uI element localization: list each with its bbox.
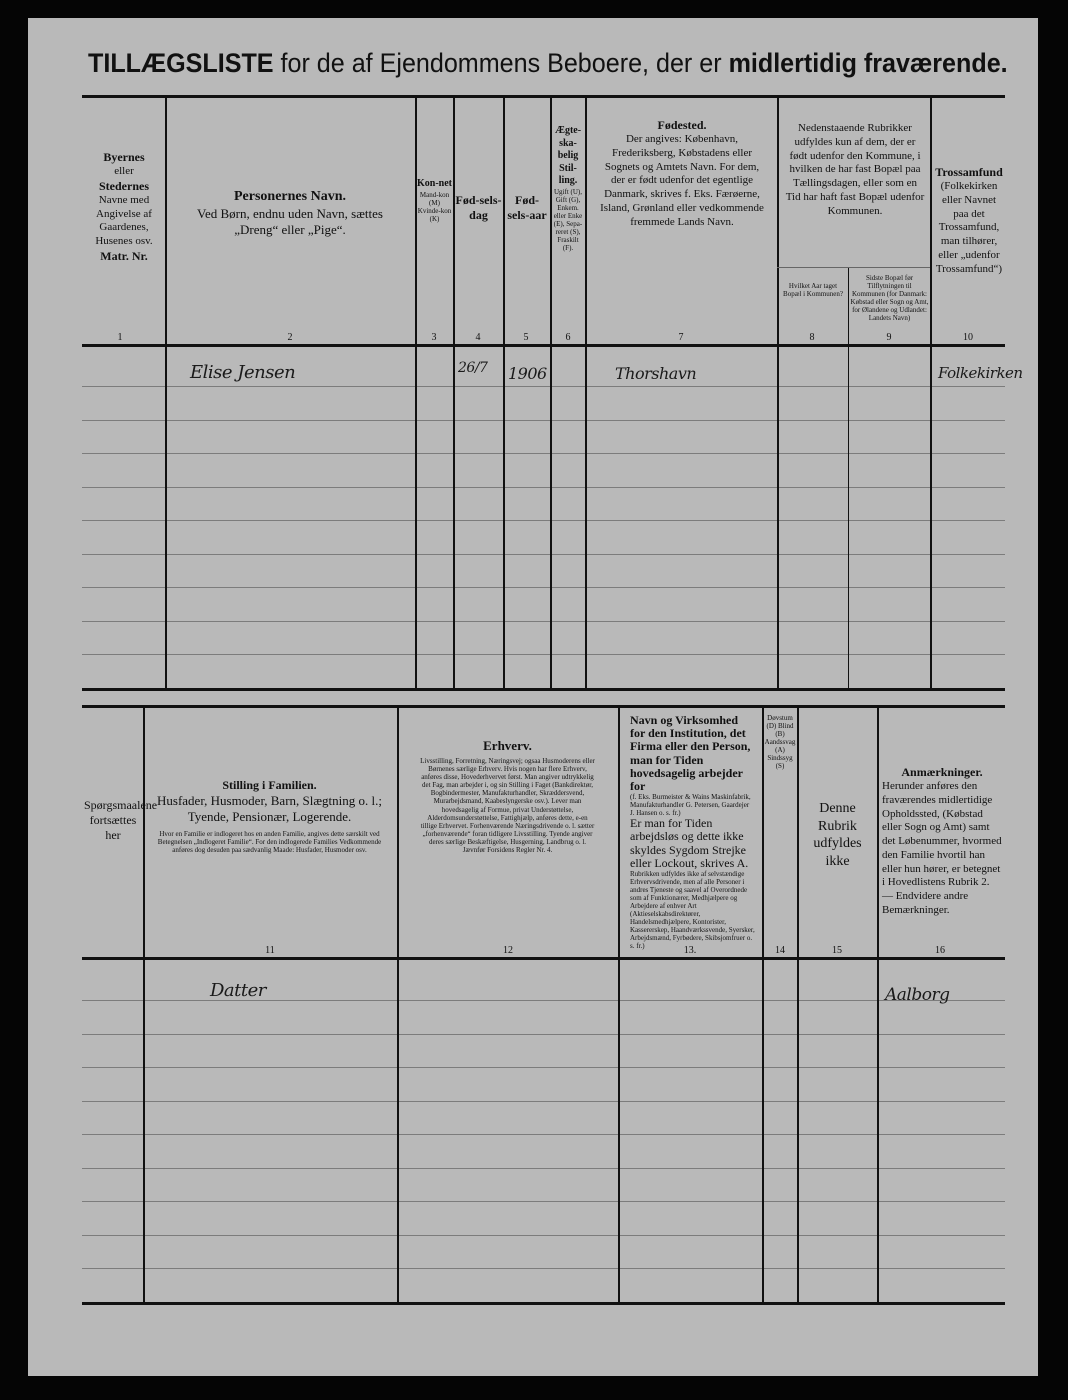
header-col-14: Døvstum (D) Blind (B) Aandssvag (A) Sind… <box>764 714 796 771</box>
column-number: 2 <box>287 332 293 343</box>
entry-remarks: Aalborg <box>885 985 950 1005</box>
entry-name: Elise Jensen <box>190 362 296 383</box>
ruled-line <box>82 1201 1005 1202</box>
column-divider <box>503 97 505 689</box>
upper-bottom-border <box>82 688 1005 691</box>
column-number: 8 <box>809 332 815 343</box>
column-number: 16 <box>935 945 945 956</box>
upper-top-border <box>82 95 1005 98</box>
column-number: 11 <box>265 945 275 956</box>
lower-bottom-border <box>82 1302 1005 1305</box>
ruled-line <box>82 1234 1005 1236</box>
column-divider <box>585 97 587 689</box>
column-number: 13. <box>683 945 697 956</box>
column-divider <box>550 97 552 689</box>
header-col-4: Fød-sels-dag <box>455 193 502 222</box>
column-number: 15 <box>832 945 842 956</box>
census-form-page <box>28 18 1038 1376</box>
header-col-8: Hvilket Aar taget Bopæl i Kommunen? <box>783 282 843 299</box>
header-col-15: Denne Rubrik udfyldes ikke <box>813 801 862 869</box>
ruled-line <box>82 620 1005 622</box>
column-divider <box>930 97 932 689</box>
column-number: 12 <box>503 945 513 956</box>
column-divider <box>618 707 620 1303</box>
ruled-line <box>82 453 1005 454</box>
header-col-10: Trossamfund (Folkekirken eller Navnet paa… <box>935 165 1003 275</box>
header-col-7: Fødested. Der angives: København, Frederi… <box>600 118 764 228</box>
column-divider <box>165 97 167 689</box>
column-divider <box>777 97 779 689</box>
header-col-12: Erhverv. Livsstilling, Forretning, Næring… <box>420 738 595 854</box>
subheader-divider <box>777 267 930 268</box>
ruled-line <box>82 654 1005 655</box>
entry-birth-year: 1906 <box>508 364 547 383</box>
column-divider <box>397 707 399 1303</box>
column-number: 3 <box>431 332 437 343</box>
column-divider <box>797 707 799 1303</box>
ruled-line <box>82 1134 1005 1135</box>
entry-family-position: Datter <box>210 980 266 1001</box>
column-number: 7 <box>678 332 684 343</box>
ruled-line <box>82 419 1005 421</box>
header-col-5: Fød-sels-aar <box>507 193 547 222</box>
header-col-9: Sidste Bopæl før Tilflytningen til Kommu… <box>850 274 929 323</box>
ruled-line <box>82 386 1005 387</box>
column-divider <box>453 97 455 689</box>
ruled-line <box>82 1033 1005 1035</box>
column-number: 5 <box>523 332 529 343</box>
ruled-line <box>82 553 1005 555</box>
ruled-line <box>82 587 1005 588</box>
form-title: TILLÆGSLISTE for de af Ejendommens Beboe… <box>88 48 1008 78</box>
entry-birth-day: 26/7 <box>458 360 488 376</box>
ruled-line <box>82 1167 1005 1169</box>
entry-religion: Folkekirken <box>938 364 1023 382</box>
column-divider <box>848 267 849 689</box>
header-continued: Spørgsmaalene fortsættes her <box>84 798 158 842</box>
column-number: 1 <box>117 332 123 343</box>
header-col-2: Personernes Navn. Ved Børn, endnu uden Na… <box>197 189 383 237</box>
ruled-line <box>82 1268 1005 1269</box>
column-divider <box>762 707 764 1303</box>
upper-header-border <box>82 344 1005 347</box>
header-col-8-9: Nedenstaaende Rubrikker udfyldes kun af … <box>785 122 925 217</box>
header-col-13: Navn og Virksomhed for den Institution, … <box>630 713 755 951</box>
header-col-3: Kon-net Mand-kon (M) Kvinde-kon (K) <box>417 178 452 223</box>
entry-birthplace: Thorshavn <box>615 364 697 383</box>
column-number: 6 <box>565 332 571 343</box>
column-number: 4 <box>475 332 481 343</box>
ruled-line <box>82 1100 1005 1102</box>
header-col-16: Anmærkninger. Herunder anføres den fravær… <box>882 765 1002 916</box>
lower-header-border <box>82 957 1005 960</box>
header-col-6: Ægte-ska-belig Stil-ling. Ugift (U), Gift… <box>553 125 583 252</box>
column-divider <box>877 707 879 1303</box>
column-divider <box>143 707 145 1303</box>
column-number: 14 <box>775 945 785 956</box>
header-col-1: Byernes eller Stedernes Navne med Angivelse… <box>95 150 153 263</box>
ruled-line <box>82 520 1005 521</box>
column-number: 10 <box>963 332 973 343</box>
ruled-line <box>82 1000 1005 1001</box>
column-number: 9 <box>886 332 892 343</box>
header-col-11: Stilling i Familien. Husfader, Husmoder, … <box>157 778 382 854</box>
ruled-line <box>82 486 1005 488</box>
column-divider <box>415 97 417 689</box>
lower-top-border <box>82 705 1005 708</box>
ruled-line <box>82 1067 1005 1068</box>
